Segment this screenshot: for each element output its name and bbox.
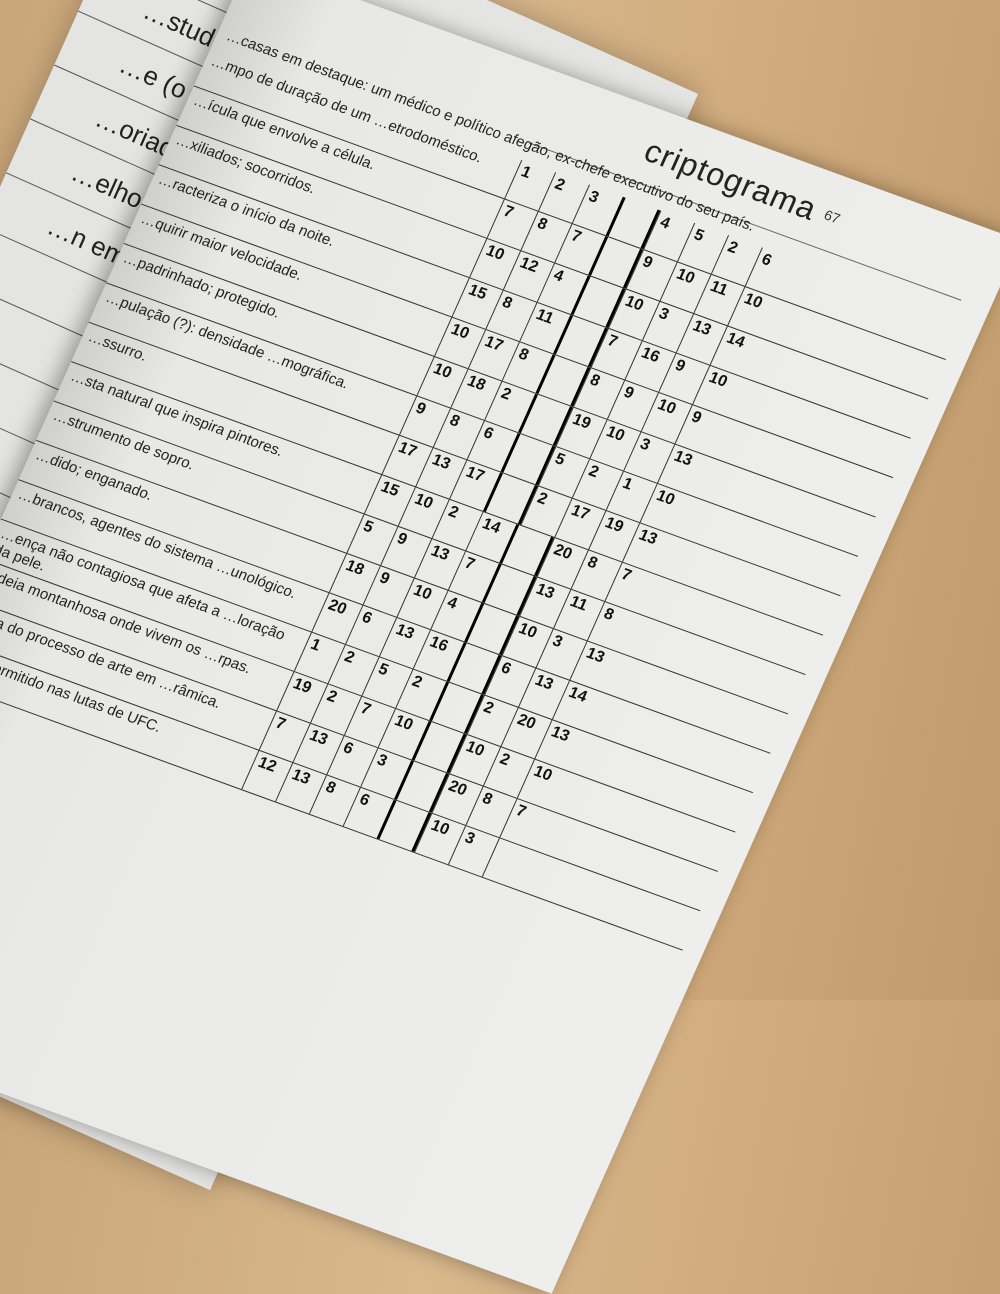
page-number: 67 [821,206,843,227]
